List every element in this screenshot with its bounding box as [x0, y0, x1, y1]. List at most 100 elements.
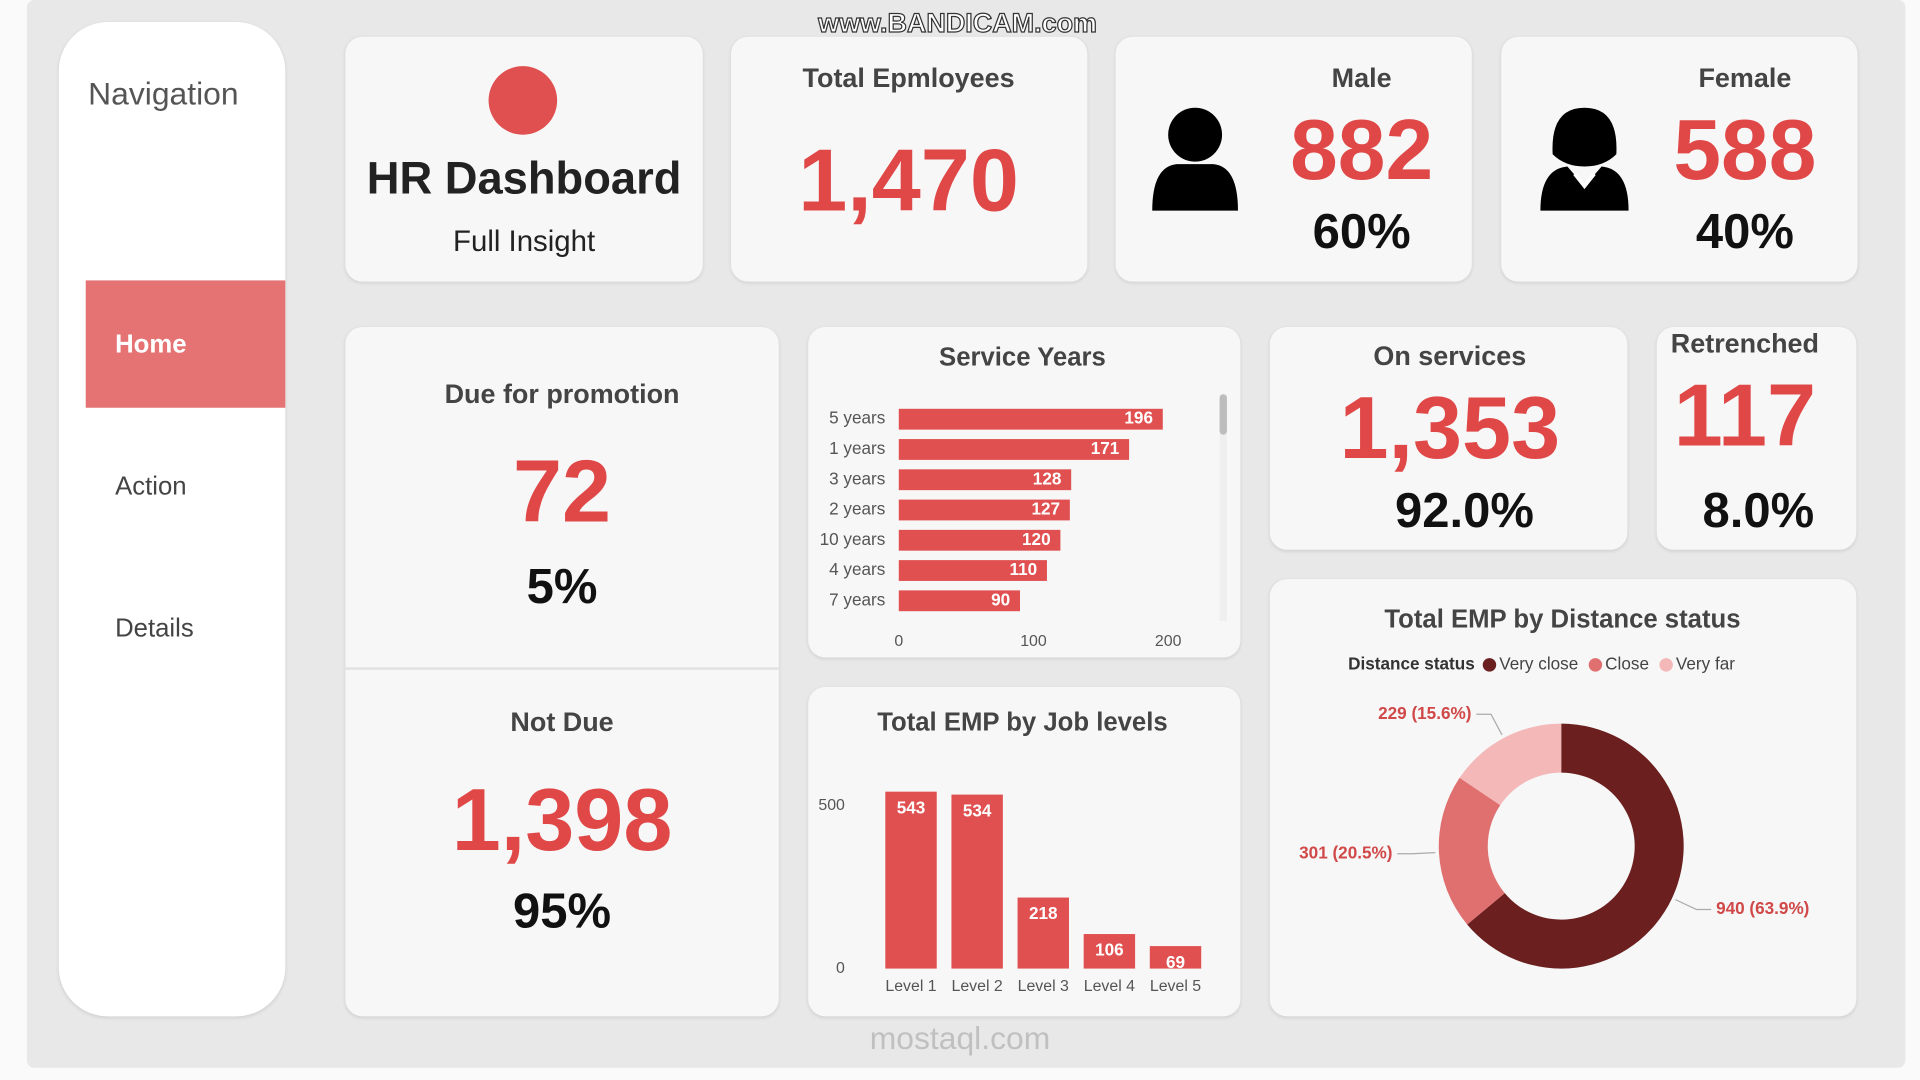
y-tick-label: 3 years [829, 468, 885, 488]
watermark: www.BANDICAM.com [818, 7, 1098, 39]
data-label: 196 [1124, 408, 1153, 428]
kpi-value: 882 [1290, 101, 1434, 198]
kpi-share: 60% [1312, 205, 1411, 259]
kpi-share: 40% [1695, 205, 1794, 259]
bar [898, 529, 1061, 551]
kpi-value: 1,353 [1339, 379, 1561, 478]
bar [898, 439, 1130, 460]
watermark: mostaql.com [869, 1019, 1051, 1057]
x-tick-label: Level 2 [951, 978, 1002, 995]
nav-item[interactable]: Home [115, 330, 187, 359]
bar [898, 408, 1163, 430]
bar [1083, 934, 1136, 969]
kpi-share: 95% [513, 884, 612, 939]
y-tick-label: 0 [836, 960, 845, 977]
x-tick-label: Level 3 [1018, 978, 1069, 995]
kpi-label: Total Epmloyees [802, 62, 1015, 94]
x-tick-label: Level 5 [1150, 978, 1201, 995]
kpi-share: 5% [526, 560, 598, 615]
y-tick-label: 5 years [829, 408, 885, 428]
y-tick-label: 2 years [829, 499, 885, 519]
dashboard-title: HR Dashboard [366, 153, 682, 204]
nav-active [85, 280, 286, 408]
kpi-value: 588 [1673, 101, 1817, 198]
bar [1149, 946, 1202, 969]
divider [345, 667, 779, 670]
legend-label: Very close [1499, 653, 1578, 673]
bar [885, 791, 937, 969]
data-label: 90 [991, 589, 1010, 609]
bar [898, 590, 1021, 612]
chart: Service Years 0 100 200 5 years 196 1 years 171… [820, 344, 1227, 650]
kpi-label: Retrenched [1670, 328, 1820, 359]
y-tick-label: 4 years [829, 559, 885, 579]
kpi-label: Male [1331, 62, 1392, 94]
kpi-card [1269, 326, 1628, 550]
kpi-label: Due for promotion [444, 378, 680, 409]
x-tick-label: 200 [1155, 633, 1182, 650]
y-tick-label: 500 [818, 797, 845, 814]
kpi-label: On services [1373, 340, 1527, 372]
kpi-value: 1,398 [451, 771, 673, 870]
chart-card [808, 326, 1241, 658]
kpi-value: 1,470 [798, 132, 1019, 231]
data-label: 120 [1022, 529, 1051, 549]
donut-slice [1467, 723, 1684, 969]
data-label: 127 [1031, 499, 1060, 519]
data-label: 229 (15.6%) [1378, 703, 1471, 723]
leader-line [1476, 713, 1503, 736]
bar [951, 794, 1003, 969]
donut-slice [1459, 723, 1562, 806]
donut-slice [1438, 777, 1505, 925]
kpi-card [345, 326, 779, 1017]
kpi-share: 8.0% [1702, 484, 1815, 539]
legend-label: Close [1605, 653, 1649, 673]
leader-line [1397, 851, 1436, 855]
dashboard-subtitle: Full Insight [453, 225, 596, 259]
x-tick-label: Level 1 [885, 978, 936, 995]
female-icon [1540, 107, 1629, 211]
data-label: 218 [1029, 903, 1058, 923]
x-tick-label: 100 [1020, 633, 1047, 650]
data-label: 301 (20.5%) [1299, 842, 1392, 862]
y-tick-label: 10 years [820, 529, 886, 549]
chart-title: Total EMP by Distance status [1384, 606, 1740, 634]
chart: Total EMP by Job levels 0 500 543 Level 1 534… [818, 708, 1202, 995]
nav-item[interactable]: Details [115, 614, 194, 643]
y-tick-label: 1 years [829, 438, 885, 458]
kpi-value: 72 [513, 443, 612, 542]
legend-marker [1482, 658, 1497, 672]
chart-title: Service Years [939, 344, 1106, 372]
y-tick-label: 7 years [829, 589, 885, 609]
scroll-thumb[interactable] [1219, 394, 1227, 435]
legend-marker [1659, 658, 1673, 672]
legend-marker [1588, 658, 1603, 672]
kpi-value: 117 [1673, 367, 1817, 466]
leader-line [1675, 899, 1712, 911]
kpi-share: 92.0% [1395, 484, 1534, 539]
x-tick-label: Level 4 [1084, 978, 1135, 995]
data-label: 69 [1166, 952, 1185, 972]
bar [1017, 897, 1069, 969]
kpi-card [731, 36, 1088, 282]
legend-label: Very far [1676, 653, 1735, 673]
legend-title: Distance status [1348, 653, 1475, 673]
scroll-track [1219, 394, 1227, 621]
data-label: 106 [1095, 940, 1124, 960]
data-label: 940 (63.9%) [1716, 898, 1809, 918]
kpi-card [1656, 326, 1857, 550]
nav-item[interactable]: Action [115, 472, 187, 501]
chart-title: Total EMP by Job levels [877, 708, 1167, 736]
bar [898, 560, 1047, 581]
nav-panel [58, 22, 286, 1017]
data-label: 543 [897, 797, 926, 817]
data-label: 534 [963, 800, 992, 820]
data-label: 171 [1091, 438, 1120, 458]
male-icon [1152, 107, 1238, 211]
kpi-card [1115, 36, 1472, 282]
kpi-label: Female [1698, 62, 1792, 94]
logo [488, 66, 558, 135]
data-label: 110 [1010, 559, 1038, 579]
